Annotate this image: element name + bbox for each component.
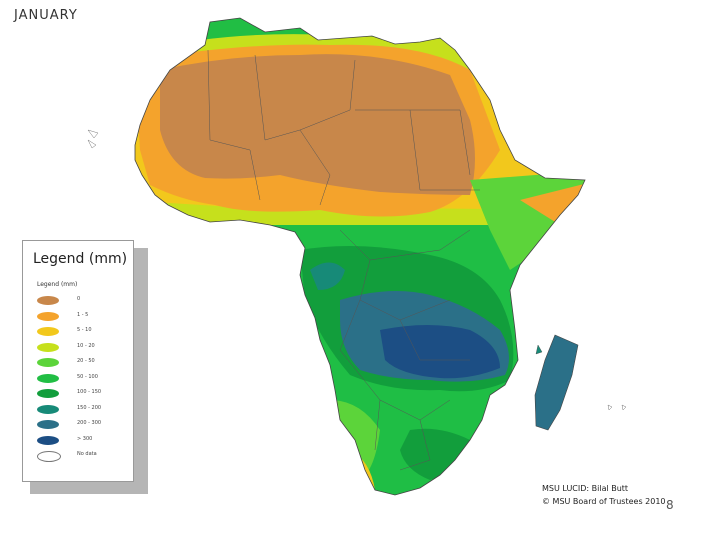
legend-item: 100 - 150 [37, 388, 127, 399]
madagascar [534, 334, 579, 431]
credit-line-2: © MSU Board of Trustees 2010 [542, 497, 666, 506]
legend-label: 20 - 50 [77, 358, 95, 364]
legend-box: Legend (mm) Legend (mm) 0 1 - 5 5 - 10 10 -… [22, 240, 134, 482]
legend-swatch [37, 358, 59, 367]
legend-label: 10 - 20 [77, 342, 95, 349]
legend-item: 1 - 5 [37, 311, 127, 322]
legend-item: > 300 [37, 435, 127, 446]
legend-swatch [37, 420, 59, 429]
legend-item: 200 - 300 [37, 419, 127, 430]
legend-label: 5 - 10 [77, 327, 92, 333]
legend-swatch [37, 327, 59, 336]
zone-wettest [380, 325, 500, 379]
legend-item: 5 - 10 [37, 326, 127, 337]
legend-label: 100 - 150 [77, 389, 102, 395]
legend-label: > 300 [77, 435, 93, 442]
legend-swatch [37, 451, 61, 462]
legend-label: No data [77, 451, 97, 457]
legend-label: 200 - 300 [77, 420, 102, 426]
reunion-island [621, 404, 627, 411]
legend-swatch [37, 389, 59, 398]
legend-item: 50 - 100 [37, 373, 127, 384]
legend-swatch [37, 311, 59, 321]
legend-item: No data [37, 450, 127, 462]
legend-label: 50 - 100 [77, 373, 98, 380]
legend-item: 10 - 20 [37, 342, 127, 353]
zone-west-coast-teal [310, 262, 345, 290]
cape-verde-islands [87, 139, 97, 149]
legend-subtitle: Legend (mm) [37, 281, 78, 288]
legend-label: 150 - 200 [77, 404, 102, 411]
legend-item: 150 - 200 [37, 404, 127, 415]
legend-item: 0 [37, 295, 127, 306]
credit: MSU LUCID: Bilal Butt © MSU Board of Tru… [542, 482, 666, 508]
zone-desert [160, 54, 475, 195]
legend-swatch [37, 435, 59, 445]
coastline [134, 17, 586, 496]
legend-label: 1 - 5 [77, 311, 89, 318]
legend-label: 0 [77, 296, 81, 302]
country-borders [207, 49, 480, 471]
legend-title: Legend (mm) [33, 251, 128, 267]
legend-swatch [37, 373, 59, 383]
comoros-islands [535, 344, 543, 355]
legend-item: 20 - 50 [37, 357, 127, 368]
legend-swatch [37, 296, 59, 305]
legend-swatch [37, 404, 59, 414]
page-number: 8 [666, 498, 674, 512]
map-title: JANUARY [14, 8, 78, 23]
mauritius-island [607, 404, 613, 411]
legend-swatch [37, 342, 59, 352]
canary-islands [87, 129, 99, 139]
credit-line-1: MSU LUCID: Bilal Butt [542, 484, 629, 493]
